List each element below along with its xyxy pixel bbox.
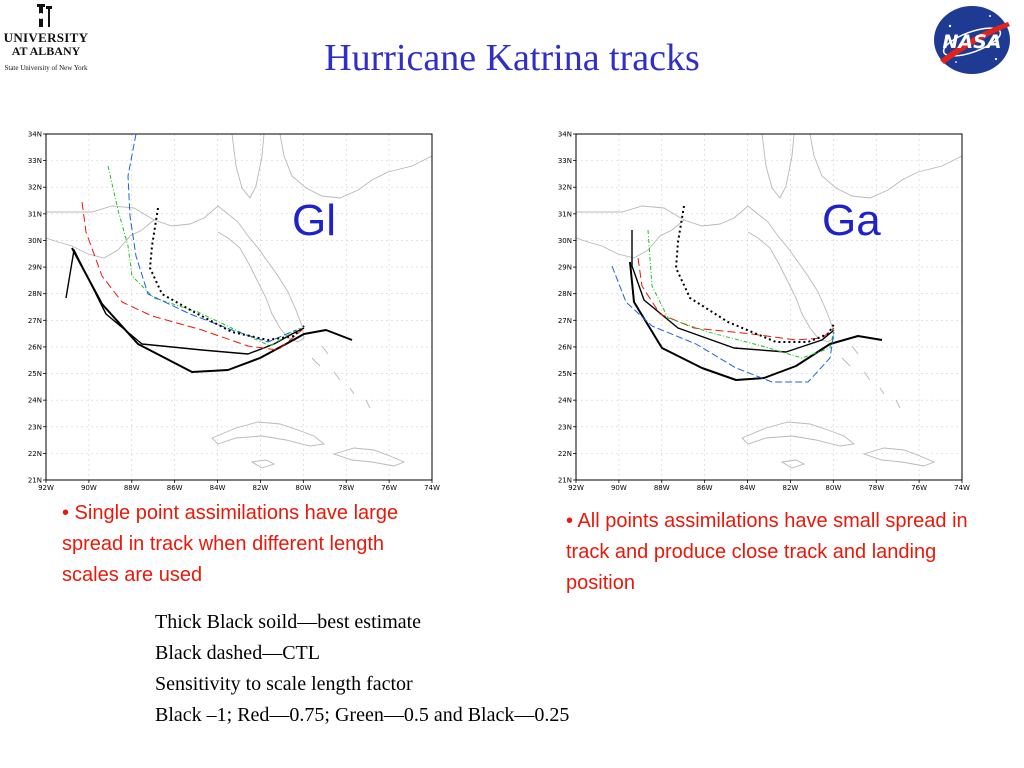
lat-tick-label: 28N — [558, 290, 572, 298]
lat-tick-label: 21N — [558, 477, 572, 485]
lat-tick-label: 32N — [558, 184, 572, 192]
lon-tick-label: 82W — [783, 484, 799, 492]
lon-tick-label: 78W — [338, 484, 354, 492]
lat-tick-label: 28N — [28, 290, 42, 298]
bullet-all-points: • All points assimilations have small sp… — [566, 510, 968, 594]
university-seal-icon — [37, 4, 52, 27]
legend-line-best-estimate: Thick Black soild—best estimate — [155, 611, 422, 633]
track-map-gl: 34N 33N 32N 31N 30N 29N 28N 27N 26N 25N 24N 23N 22N 2… — [28, 131, 440, 493]
grid-lines — [46, 134, 432, 480]
legend-line-scale-factors: Black –1; Red—0.75; Green—0.5 and Black—… — [155, 704, 570, 726]
track-blue — [127, 133, 297, 343]
track-red — [637, 257, 835, 341]
lon-tick-label: 84W — [740, 484, 756, 492]
lon-tick-label: 92W — [568, 484, 584, 492]
track-dotted — [675, 205, 835, 343]
lon-tick-label: 86W — [697, 484, 713, 492]
track-map-ga: 34N 33N 32N 31N 30N 29N 28N 27N 26N 25N 24N 23N 22N 2… — [558, 131, 970, 493]
lat-tick-label: 31N — [28, 210, 42, 218]
track-legend: Thick Black soild—best estimate Black da… — [155, 607, 775, 731]
slide-title: Hurricane Katrina tracks — [324, 37, 700, 79]
lon-tick-label: 82W — [253, 484, 269, 492]
legend-line-ctl: Black dashed—CTL — [155, 642, 320, 664]
lat-tick-label: 24N — [28, 397, 42, 405]
lat-tick-label: 29N — [28, 264, 42, 272]
lat-tick-label: 23N — [558, 423, 572, 431]
coastline — [45, 133, 433, 469]
lat-tick-label: 33N — [558, 157, 572, 165]
lat-tick-label: 27N — [28, 317, 42, 325]
bullet-single-point: • Single point assimilations have large … — [62, 502, 399, 586]
legend-line-sensitivity: Sensitivity to scale length factor — [155, 673, 413, 695]
lat-tick-label: 22N — [558, 450, 572, 458]
lat-tick-label: 30N — [28, 237, 42, 245]
lon-tick-label: 86W — [167, 484, 183, 492]
lat-tick-label: 27N — [558, 317, 572, 325]
panel-label-ga: Ga — [822, 196, 881, 245]
track-dotted — [149, 207, 305, 341]
lon-tick-label: 76W — [911, 484, 927, 492]
lat-tick-label: 25N — [28, 370, 42, 378]
lat-tick-label: 24N — [558, 397, 572, 405]
university-name-line3: State University of New York — [4, 64, 88, 72]
grid-lines — [576, 134, 962, 480]
lon-tick-label: 80W — [825, 484, 841, 492]
track-ctl — [65, 249, 305, 355]
nasa-wordmark: NASA — [943, 31, 1002, 53]
lat-tick-label: 32N — [28, 184, 42, 192]
lon-tick-label: 92W — [38, 484, 54, 492]
university-logo: UNIVERSITY AT ALBANY State University of… — [0, 2, 100, 78]
lon-tick-label: 80W — [295, 484, 311, 492]
lon-tick-label: 74W — [954, 484, 970, 492]
lat-tick-label: 29N — [558, 264, 572, 272]
hurricane-tracks — [65, 133, 353, 373]
lat-tick-label: 22N — [28, 450, 42, 458]
university-name-line2: AT ALBANY — [11, 44, 81, 58]
lat-tick-label: 34N — [28, 131, 42, 139]
lon-tick-label: 78W — [868, 484, 884, 492]
nasa-meatball-icon: NASA — [934, 6, 1010, 74]
lon-tick-label: 84W — [210, 484, 226, 492]
panel-label-gl: Gl — [292, 196, 336, 245]
university-name-line1: UNIVERSITY — [3, 30, 89, 45]
lat-tick-label: 33N — [28, 157, 42, 165]
track-blue — [611, 265, 835, 383]
lon-tick-label: 74W — [424, 484, 440, 492]
map-frame — [45, 133, 433, 481]
track-best-estimate — [71, 247, 353, 373]
lat-tick-label: 25N — [558, 370, 572, 378]
lat-tick-label: 21N — [28, 477, 42, 485]
lat-tick-label: 26N — [558, 343, 572, 351]
lon-tick-label: 76W — [381, 484, 397, 492]
hurricane-tracks — [611, 205, 883, 383]
track-best-estimate — [629, 261, 883, 381]
map-frame — [575, 133, 963, 481]
lat-tick-label: 31N — [558, 210, 572, 218]
lat-tick-label: 26N — [28, 343, 42, 351]
track-red — [81, 201, 303, 351]
lat-tick-label: 34N — [558, 131, 572, 139]
coastline — [575, 133, 963, 469]
lat-tick-label: 30N — [558, 237, 572, 245]
lon-tick-label: 90W — [611, 484, 627, 492]
track-green — [647, 229, 835, 359]
lon-tick-label: 90W — [81, 484, 97, 492]
lat-tick-label: 23N — [28, 423, 42, 431]
lon-tick-label: 88W — [124, 484, 140, 492]
track-green — [107, 165, 301, 347]
track-ctl — [631, 230, 835, 353]
lon-tick-label: 88W — [654, 484, 670, 492]
